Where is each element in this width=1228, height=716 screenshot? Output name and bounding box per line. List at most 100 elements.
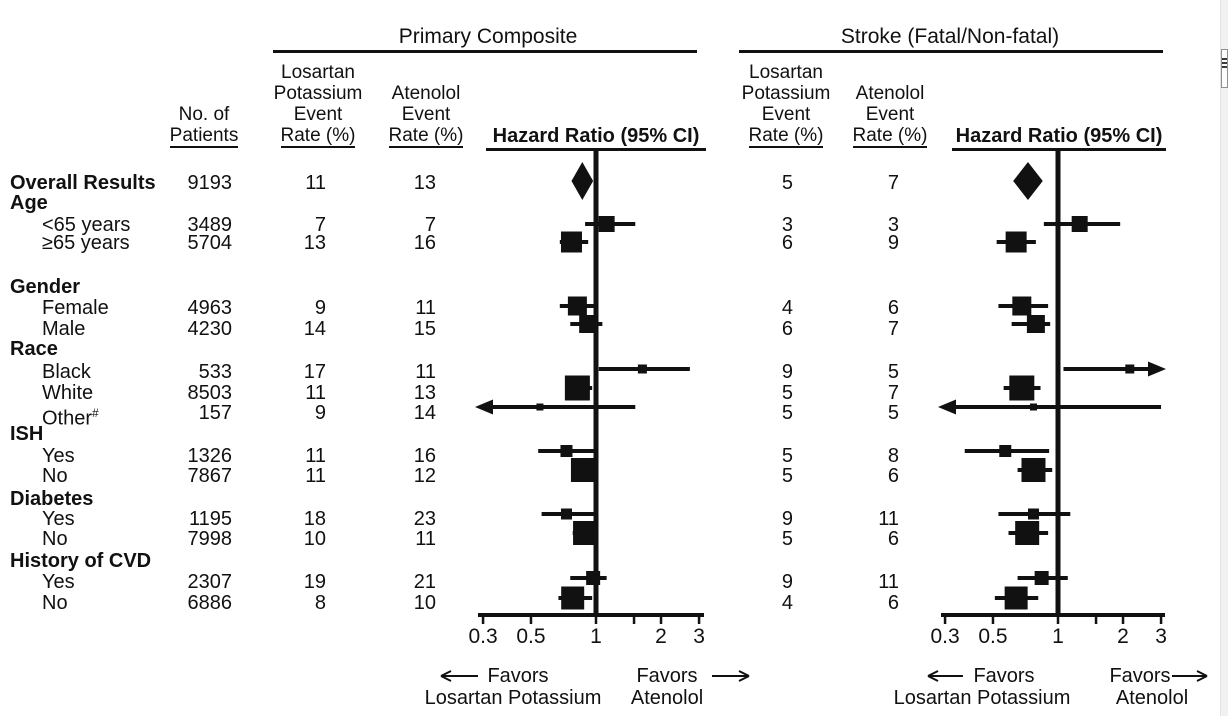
axis-tick-label: 1 bbox=[1052, 625, 1064, 648]
row-label: Diabetes bbox=[10, 488, 94, 510]
row-label: Yes bbox=[42, 508, 75, 530]
hazard-ratio-square-marker bbox=[1021, 458, 1046, 482]
favors-arrowhead bbox=[927, 670, 939, 677]
cell-patients: 157 bbox=[198, 402, 232, 424]
x-axis-tick bbox=[943, 615, 947, 624]
hazard-ratio-square-marker bbox=[1071, 216, 1088, 232]
x-axis-tick bbox=[1094, 615, 1098, 624]
axis-tick-label: 3 bbox=[693, 625, 705, 648]
reference-line-hr1 bbox=[1055, 151, 1061, 617]
favors-arrowhead bbox=[1196, 670, 1208, 677]
favors-arrowhead bbox=[927, 675, 939, 682]
cell-losartan-rate-primary: 9 bbox=[314, 402, 326, 424]
row-label: ISH bbox=[10, 423, 44, 445]
axis-tick-label: 3 bbox=[1155, 625, 1167, 648]
x-axis-tick bbox=[1056, 615, 1060, 624]
row-label: Age bbox=[10, 192, 48, 214]
cell-patients: 4230 bbox=[187, 318, 233, 340]
row-label: Race bbox=[10, 338, 58, 360]
cell-losartan-rate-stroke: 5 bbox=[781, 528, 793, 550]
x-axis-tick bbox=[697, 615, 701, 624]
cell-atenolol-rate-stroke: 6 bbox=[887, 297, 899, 319]
cell-atenolol-rate-stroke: 11 bbox=[878, 571, 899, 593]
cell-atenolol-rate-primary: 11 bbox=[415, 297, 436, 319]
favors-losartan-drug-stroke: Losartan Potassium bbox=[893, 687, 1071, 709]
hazard-ratio-square-marker bbox=[586, 571, 601, 585]
row-label: No bbox=[42, 465, 68, 487]
axis-tick-label: 0.5 bbox=[516, 625, 546, 648]
cell-patients: 2307 bbox=[187, 571, 233, 593]
x-axis-tick bbox=[659, 615, 663, 624]
cell-patients: 9193 bbox=[187, 172, 233, 194]
cell-patients: 5704 bbox=[187, 232, 233, 254]
cell-atenolol-rate-stroke: 6 bbox=[887, 528, 899, 550]
cell-losartan-rate-primary: 19 bbox=[303, 571, 326, 593]
axis-tick-label: 2 bbox=[1117, 625, 1129, 648]
column-header-losartan-primary: Losartan Potassium Event Rate (%) bbox=[273, 62, 363, 148]
cell-losartan-rate-stroke: 4 bbox=[781, 592, 793, 614]
cell-atenolol-rate-primary: 16 bbox=[413, 232, 436, 254]
hazard-ratio-square-marker bbox=[564, 375, 590, 401]
scrollbar-track[interactable] bbox=[1220, 0, 1228, 716]
hazard-ratio-square-marker bbox=[573, 521, 598, 545]
row-label: Female bbox=[42, 297, 109, 319]
favors-arrowhead bbox=[440, 675, 452, 682]
ci-arrow-right bbox=[1148, 361, 1166, 377]
favors-arrowhead bbox=[440, 670, 452, 677]
cell-patients: 3489 bbox=[187, 214, 233, 236]
x-axis-tick bbox=[1159, 615, 1163, 624]
ci-arrow-left bbox=[475, 399, 493, 415]
favors-atenolol-drug-stroke: Atenolol bbox=[1115, 687, 1189, 709]
hazard-ratio-square-marker bbox=[1012, 296, 1032, 316]
axis-tick-label: 0.5 bbox=[978, 625, 1008, 648]
cell-losartan-rate-stroke: 9 bbox=[781, 361, 793, 383]
cell-atenolol-rate-primary: 12 bbox=[413, 465, 436, 487]
cell-patients: 533 bbox=[198, 361, 232, 383]
axis-tick-label: 2 bbox=[655, 625, 667, 648]
cell-patients: 1195 bbox=[188, 508, 232, 530]
scrollbar-thumb[interactable] bbox=[1221, 49, 1228, 88]
cell-atenolol-rate-primary: 7 bbox=[424, 214, 436, 236]
hazard-ratio-square-marker bbox=[1125, 364, 1135, 374]
favors-atenolol-drug-primary: Atenolol bbox=[630, 687, 704, 709]
panel-title-stroke: Stroke (Fatal/Non-fatal) bbox=[840, 25, 1060, 48]
cell-losartan-rate-stroke: 5 bbox=[781, 172, 793, 194]
x-axis-tick bbox=[594, 615, 598, 624]
cell-losartan-rate-stroke: 5 bbox=[781, 402, 793, 424]
column-header-patients: No. of Patients bbox=[169, 104, 239, 148]
x-axis-tick bbox=[991, 615, 995, 624]
cell-losartan-rate-primary: 11 bbox=[305, 382, 326, 404]
row-label: ≥65 years bbox=[42, 232, 130, 254]
cell-atenolol-rate-stroke: 9 bbox=[887, 232, 899, 254]
ci-line bbox=[948, 405, 1162, 409]
cell-atenolol-rate-stroke: 3 bbox=[887, 214, 899, 236]
cell-atenolol-rate-primary: 11 bbox=[415, 361, 436, 383]
hazard-ratio-square-marker bbox=[561, 586, 585, 610]
cell-losartan-rate-stroke: 9 bbox=[781, 571, 793, 593]
overall-diamond-marker bbox=[1013, 162, 1043, 200]
column-header-losartan-stroke: Losartan Potassium Event Rate (%) bbox=[741, 62, 831, 148]
cell-atenolol-rate-stroke: 11 bbox=[878, 508, 899, 530]
cell-losartan-rate-stroke: 6 bbox=[781, 318, 793, 340]
cell-losartan-rate-primary: 17 bbox=[303, 361, 326, 383]
row-label: White bbox=[42, 382, 94, 404]
cell-losartan-rate-stroke: 5 bbox=[781, 382, 793, 404]
x-axis-tick bbox=[632, 615, 636, 624]
axis-tick-label: 1 bbox=[590, 625, 602, 648]
cell-atenolol-rate-primary: 15 bbox=[413, 318, 436, 340]
cell-losartan-rate-stroke: 5 bbox=[781, 445, 793, 467]
x-axis-tick bbox=[1121, 615, 1125, 624]
cell-atenolol-rate-stroke: 6 bbox=[887, 592, 899, 614]
cell-losartan-rate-primary: 7 bbox=[314, 214, 326, 236]
panel-title-primary: Primary Composite bbox=[398, 25, 578, 48]
favors-losartan-drug-primary: Losartan Potassium bbox=[424, 687, 602, 709]
cell-atenolol-rate-primary: 11 bbox=[415, 528, 436, 550]
cell-patients: 7998 bbox=[187, 528, 233, 550]
hazard-ratio-square-marker bbox=[999, 445, 1012, 457]
hazard-ratio-square-marker bbox=[1026, 315, 1045, 333]
cell-patients: 1326 bbox=[187, 445, 233, 467]
row-label: Black bbox=[42, 361, 91, 383]
cell-atenolol-rate-primary: 23 bbox=[413, 508, 436, 530]
